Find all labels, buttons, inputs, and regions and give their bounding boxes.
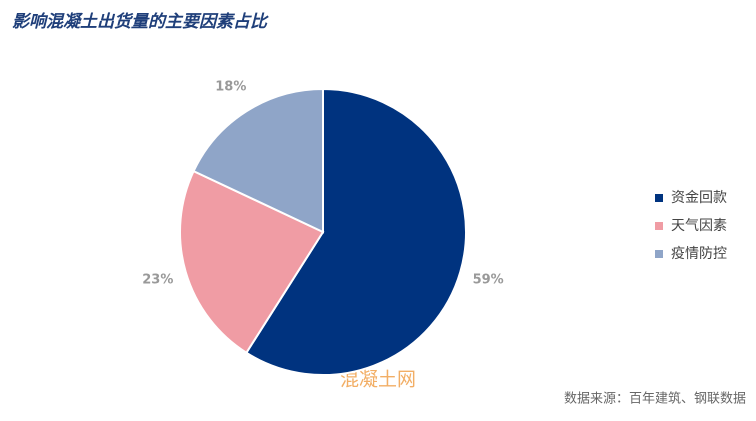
pie-slice [244, 87, 467, 376]
source: 数据来源：百年建筑、钢联数据 [564, 391, 746, 407]
chart-title: 影响混凝土出货量的主要因素占比 [12, 12, 269, 32]
legend-swatch [655, 194, 663, 202]
legend-label: 天气因素 [671, 218, 727, 234]
data-label: 23% [142, 272, 173, 287]
data-label: 59% [473, 272, 504, 287]
pie-slice [192, 87, 324, 234]
legend-swatch [655, 222, 663, 230]
watermark: 混凝土网 [340, 369, 416, 391]
legend-label: 疫情防控 [671, 246, 727, 262]
legend-label: 资金回款 [671, 190, 727, 206]
legend-swatch [655, 250, 663, 258]
data-label: 18% [215, 79, 246, 94]
pie-slice [179, 169, 325, 355]
